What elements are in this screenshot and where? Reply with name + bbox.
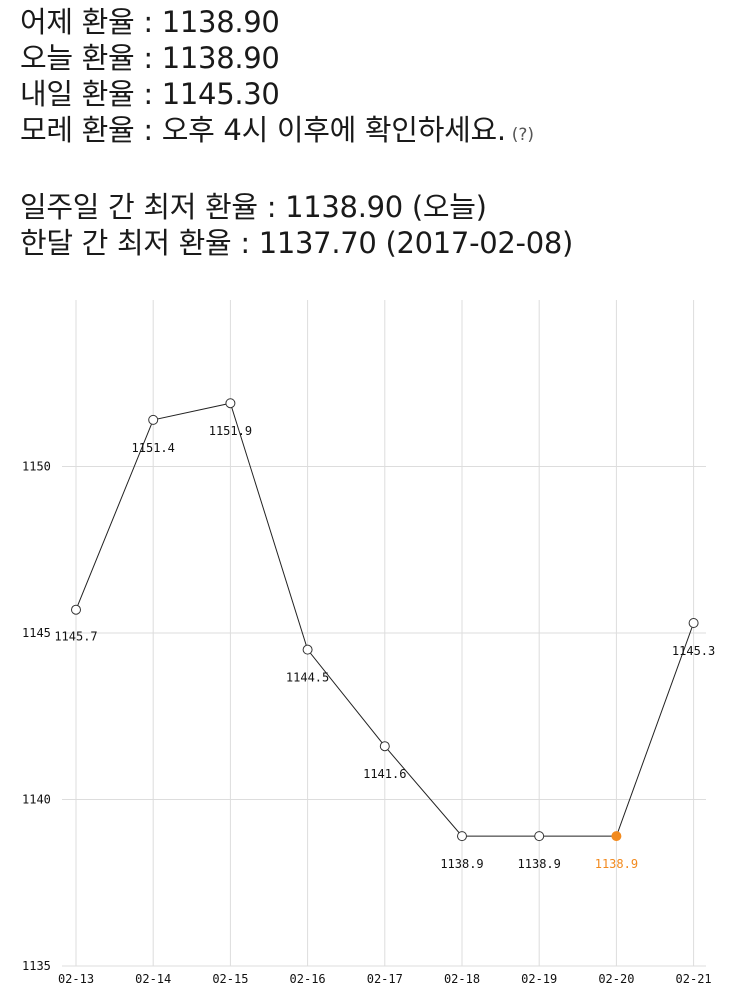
x-tick-label: 02-16	[290, 972, 326, 986]
y-tick-label: 1145	[22, 626, 51, 640]
data-point	[534, 831, 545, 842]
y-tick-label: 1135	[22, 959, 51, 973]
data-label: 1151.4	[132, 441, 175, 455]
y-tick-label: 1140	[22, 793, 51, 807]
data-point	[302, 644, 313, 655]
data-label: 1144.5	[286, 671, 329, 685]
data-point	[688, 618, 699, 629]
data-point	[148, 414, 159, 425]
day-after-rate: 모레 환율 : 오후 4시 이후에 확인하세요. (?)	[20, 112, 573, 153]
data-point	[457, 831, 467, 842]
tomorrow-rate: 내일 환율 : 1145.30	[20, 77, 280, 111]
data-label: 1145.3	[672, 644, 715, 658]
data-label: 1145.7	[54, 630, 97, 644]
x-tick-label: 02-14	[135, 972, 171, 986]
x-tick-label: 02-13	[58, 972, 94, 986]
data-point	[379, 741, 390, 752]
yesterday-rate: 어제 환율 : 1138.90	[20, 5, 280, 39]
data-point	[225, 398, 236, 409]
day-after-rate-text: 모레 환율 : 오후 4시 이후에 확인하세요.	[20, 113, 506, 147]
x-tick-label: 02-15	[212, 972, 248, 986]
x-tick-label: 02-20	[598, 972, 634, 986]
x-tick-label: 02-17	[367, 972, 403, 986]
today-rate: 오늘 환율 : 1138.90	[20, 41, 280, 75]
week-low-rate: 일주일 간 최저 환율 : 1138.90 (오늘)	[20, 190, 487, 224]
x-tick-label: 02-19	[521, 972, 557, 986]
y-tick-label: 1150	[22, 460, 51, 474]
data-label: 1138.9	[595, 857, 638, 871]
data-point	[71, 604, 81, 615]
data-label: 1138.9	[518, 857, 561, 871]
month-low-rate: 한달 간 최저 환율 : 1137.70 (2017-02-08)	[20, 226, 574, 260]
data-label: 1141.6	[363, 767, 406, 781]
data-label: 1151.9	[209, 424, 252, 438]
help-hint-link[interactable]: (?)	[511, 125, 535, 145]
data-point-highlight	[611, 831, 622, 842]
x-tick-label: 02-18	[444, 972, 480, 986]
x-tick-label: 02-21	[676, 972, 712, 986]
data-label: 1138.9	[440, 857, 483, 871]
exchange-rate-summary: 어제 환율 : 1138.90 오늘 환율 : 1138.90 내일 환율 : …	[20, 4, 573, 261]
